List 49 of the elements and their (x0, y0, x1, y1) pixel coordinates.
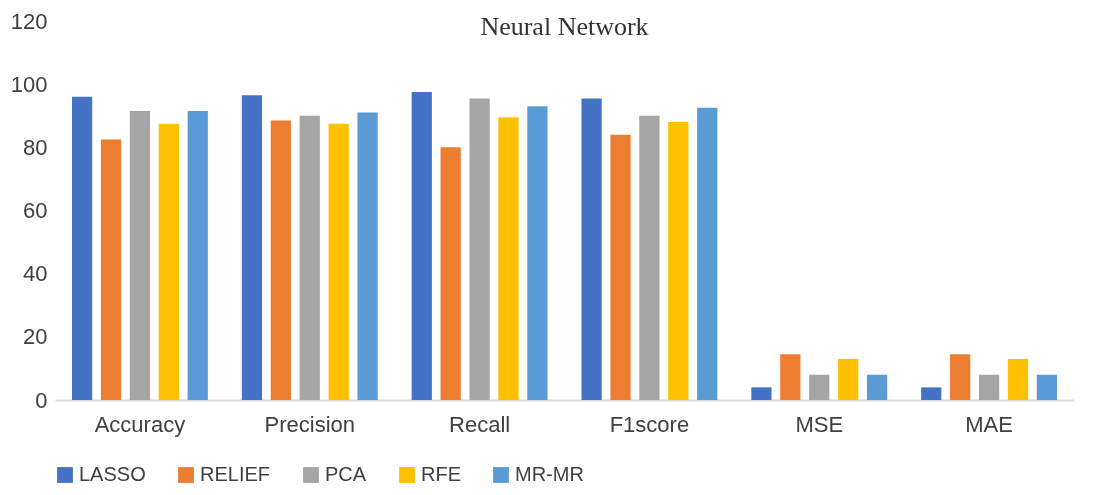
bar (357, 112, 378, 400)
bar (697, 107, 718, 400)
y-tick-label: 120 (10, 8, 48, 34)
y-tick-label: 40 (23, 261, 48, 287)
bar (187, 111, 208, 400)
x-tick-label: MSE (795, 411, 844, 437)
bar (978, 374, 1000, 400)
bar (411, 92, 432, 400)
bar (71, 96, 93, 400)
bar (581, 98, 602, 400)
bar (838, 358, 859, 400)
bar (100, 139, 122, 400)
bar (328, 123, 349, 400)
bar (158, 123, 179, 400)
y-tick-label: 60 (23, 198, 48, 223)
x-tick-label: Recall (449, 411, 511, 437)
bar (527, 106, 548, 400)
bar (1036, 374, 1058, 400)
y-tick-label: 80 (23, 134, 48, 160)
bar (639, 115, 660, 400)
x-tick-label: Precision (264, 411, 355, 437)
bar (469, 98, 490, 400)
legend-label: LASSO (79, 463, 146, 485)
bar (809, 374, 830, 400)
bar (751, 387, 772, 400)
x-tick-label: MAE (965, 411, 1013, 437)
bar (921, 387, 942, 400)
bar (129, 111, 151, 400)
bar (610, 134, 631, 400)
bar (668, 122, 689, 400)
y-tick-label: 100 (10, 71, 48, 97)
x-tick-label: F1score (609, 411, 690, 437)
chart-title: Neural Network (480, 12, 649, 41)
bar (299, 115, 320, 400)
legend-label: RELIEF (200, 463, 271, 485)
bar (440, 147, 461, 400)
y-tick-label: 20 (23, 324, 48, 350)
x-tick-label: Accuracy (94, 411, 186, 437)
bar (498, 117, 519, 400)
legend-label: RFE (421, 463, 461, 485)
bar (866, 374, 888, 400)
legend-label: PCA (325, 463, 367, 485)
bar (1007, 358, 1029, 400)
bar (241, 95, 263, 400)
bar (950, 354, 971, 400)
y-tick-label: 0 (35, 387, 48, 413)
legend-label: MR-MR (515, 463, 584, 485)
bar (780, 354, 801, 400)
bar (270, 120, 291, 400)
